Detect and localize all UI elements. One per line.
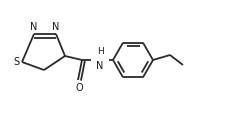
Text: N: N [52, 22, 60, 32]
Text: N: N [30, 22, 38, 32]
Text: N: N [96, 61, 104, 71]
Text: S: S [14, 57, 20, 67]
Text: H: H [97, 47, 103, 56]
Text: O: O [75, 83, 83, 93]
